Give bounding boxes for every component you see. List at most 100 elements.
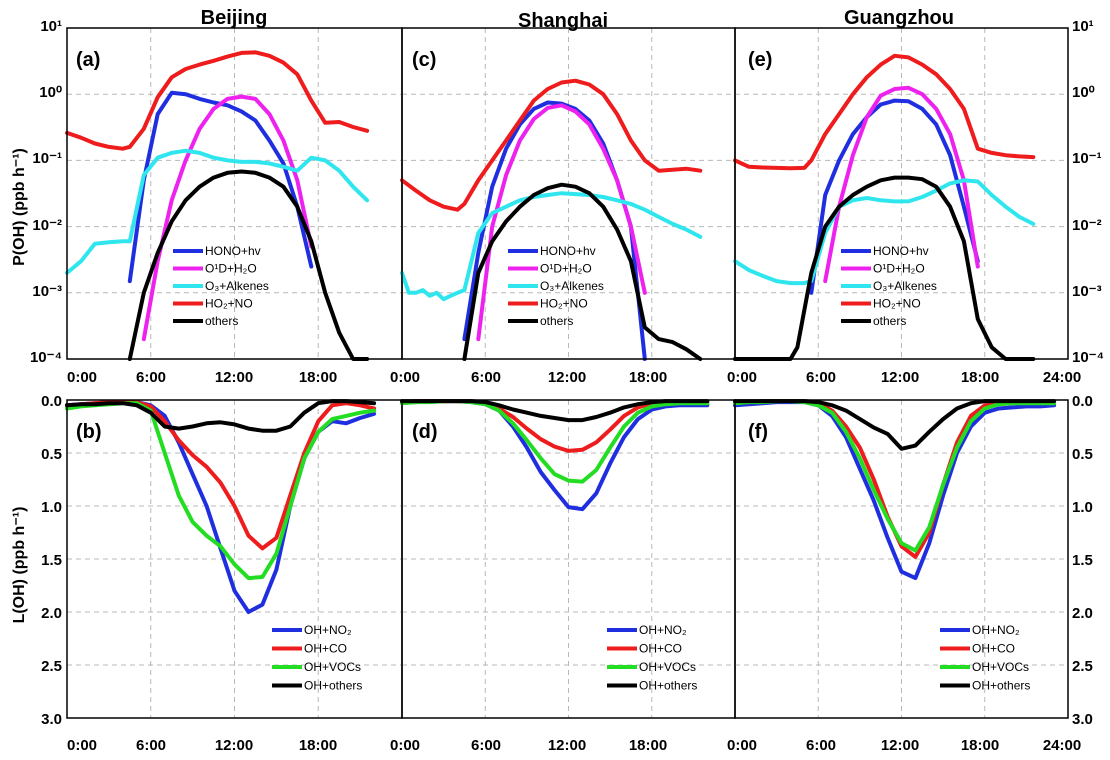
gridlines	[67, 28, 402, 359]
legend-label: HO₂+NO	[540, 297, 588, 311]
ytick-1.5-right: 1.5	[1072, 552, 1093, 569]
xtick-bottom-1-18: 18:00	[299, 737, 337, 754]
bottom-right-yticks: 0.0 0.5 1.0 1.5 2.0 2.5 3.0	[1072, 393, 1093, 728]
gridlines	[402, 400, 735, 718]
panel-label-c: (c)	[412, 49, 436, 71]
panel-c: HONO+hv O¹D+H₂O O₃+Alkenes HO₂+NO others	[400, 27, 736, 361]
xtick-top-3-18: 18:00	[961, 369, 999, 386]
series-line-others	[462, 182, 703, 361]
ytick-2.0-right: 2.0	[1072, 605, 1093, 622]
legend-label: HO₂+NO	[873, 297, 921, 311]
ytick-1e0-left: 10⁰	[39, 84, 62, 101]
title-guangzhou: Guangzhou	[844, 7, 954, 29]
ytick-0.5-right: 0.5	[1072, 446, 1093, 463]
series-line-oh-others	[400, 399, 710, 423]
legend-label: OH+others	[304, 679, 362, 693]
series-line-o-d-h-o	[476, 103, 647, 342]
legend-label: HO₂+NO	[205, 297, 253, 311]
panel-label-d: (d)	[412, 421, 438, 443]
xtick-top-2-12: 12:00	[548, 369, 586, 386]
xtick-top-3-0: 0:00	[727, 369, 757, 386]
xtick-bottom-1-6: 6:00	[136, 737, 166, 754]
ytick-1e-2-left: 10⁻²	[32, 217, 62, 234]
xtick-bottom-2-6: 6:00	[471, 737, 501, 754]
xtick-bottom-1-12: 12:00	[215, 737, 253, 754]
legend-label: O¹D+H₂O	[540, 262, 592, 276]
ytick-3.0-right: 3.0	[1072, 711, 1093, 728]
series-line-ho-no	[65, 50, 370, 151]
ytick-0.5-left: 0.5	[41, 446, 62, 463]
ytick-1.5-left: 1.5	[41, 552, 62, 569]
bottom-ylabel: L(OH) (ppb h⁻¹)	[11, 507, 28, 624]
series-line-oh-vocs	[733, 399, 1057, 553]
ytick-1e-1-right: 10⁻¹	[1072, 150, 1102, 167]
panel-f: OH+NO₂ OH+CO OH+VOCs OH+others	[733, 399, 1069, 719]
legend: HONO+hv O¹D+H₂O O₃+Alkenes HO₂+NO others	[173, 244, 269, 328]
xtick-bottom-3-0: 0:00	[727, 737, 757, 754]
legend-label: OH+VOCs	[304, 660, 361, 674]
bottom-left-yticks: 0.0 0.5 1.0 1.5 2.0 2.5 3.0	[41, 393, 62, 728]
panel-label-e: (e)	[748, 49, 772, 71]
series-line-o-alkenes	[65, 148, 370, 275]
legend: OH+NO₂ OH+CO OH+VOCs OH+others	[940, 623, 1030, 693]
gridlines	[67, 400, 402, 718]
ytick-2.5-left: 2.5	[41, 658, 62, 675]
gridlines	[735, 28, 1068, 359]
ytick-1e1-left: 10¹	[40, 18, 62, 35]
series-line-oh-vocs	[400, 399, 710, 484]
plot-layer: HONO+hv O¹D+H₂O O₃+Alkenes HO₂+NO others HONO…	[65, 27, 1069, 719]
legend-label: OH+NO₂	[972, 623, 1020, 637]
legend-label: OH+NO₂	[639, 623, 687, 637]
legend-label: OH+CO	[304, 642, 347, 656]
gridlines	[735, 400, 1068, 718]
xtick-bottom-2-0: 0:00	[390, 737, 420, 754]
panel-a: HONO+hv O¹D+H₂O O₃+Alkenes HO₂+NO others	[65, 27, 403, 361]
xtick-bottom-1-0: 0:00	[67, 737, 97, 754]
legend-label: OH+CO	[972, 642, 1015, 656]
legend: HONO+hv O¹D+H₂O O₃+Alkenes HO₂+NO others	[841, 244, 937, 328]
ytick-1e-4-right: 10⁻⁴	[1072, 349, 1104, 366]
ytick-0.0-right: 0.0	[1072, 393, 1093, 410]
ytick-1e-3-left: 10⁻³	[32, 283, 62, 300]
title-beijing: Beijing	[201, 7, 268, 29]
panel-d: OH+NO₂ OH+CO OH+VOCs OH+others	[400, 399, 736, 719]
top-ylabel: P(OH) (ppb h⁻¹)	[11, 148, 28, 266]
legend-label: OH+others	[639, 679, 697, 693]
series-line-ho-no	[400, 78, 703, 212]
ytick-1e1-right: 10¹	[1072, 18, 1094, 35]
ytick-2.5-right: 2.5	[1072, 658, 1093, 675]
legend-label: O¹D+H₂O	[873, 262, 925, 276]
series-line-o-d-h-o	[141, 94, 314, 342]
legend-label: OH+others	[972, 679, 1030, 693]
bottom-xticks: 0:00 6:00 12:00 18:00 0:00 6:00 12:00 18…	[67, 737, 1081, 754]
legend-label: O₃+Alkenes	[205, 279, 269, 293]
panel-b: OH+NO₂ OH+CO OH+VOCs OH+others	[65, 399, 403, 719]
series-line-oh-no	[733, 400, 1057, 581]
series-line-o-alkenes	[733, 178, 1036, 286]
legend-label: OH+CO	[639, 642, 682, 656]
ytick-1e-3-right: 10⁻³	[1072, 283, 1102, 300]
panel-label-b: (b)	[76, 421, 102, 443]
panel-frame	[734, 27, 1069, 360]
legend-label: HONO+hv	[873, 244, 929, 258]
xtick-top-2-18: 18:00	[629, 369, 667, 386]
title-shanghai: Shanghai	[518, 10, 608, 32]
xtick-bottom-3-24: 24:00	[1043, 737, 1081, 754]
top-xticks: 0:00 6:00 12:00 18:00 0:00 6:00 12:00 18…	[67, 369, 1081, 386]
xtick-top-1-12: 12:00	[215, 369, 253, 386]
legend-label: OH+VOCs	[972, 660, 1029, 674]
legend-label: others	[205, 314, 238, 328]
xtick-bottom-3-18: 18:00	[961, 737, 999, 754]
panel-e: HONO+hv O¹D+H₂O O₃+Alkenes HO₂+NO others	[733, 27, 1069, 361]
panel-label-f: (f)	[748, 421, 768, 443]
series-line-ho-no	[733, 53, 1036, 171]
legend-label: O₃+Alkenes	[540, 279, 604, 293]
legend-label: HONO+hv	[540, 244, 596, 258]
panel-frame	[734, 399, 1069, 719]
ytick-1.0-left: 1.0	[41, 499, 62, 516]
xtick-top-2-0: 0:00	[390, 369, 420, 386]
xtick-top-3-12: 12:00	[881, 369, 919, 386]
legend-label: OH+VOCs	[639, 660, 696, 674]
top-left-yticks: 10⁻⁴ 10⁻³ 10⁻² 10⁻¹ 10⁰ 10¹	[30, 18, 62, 366]
